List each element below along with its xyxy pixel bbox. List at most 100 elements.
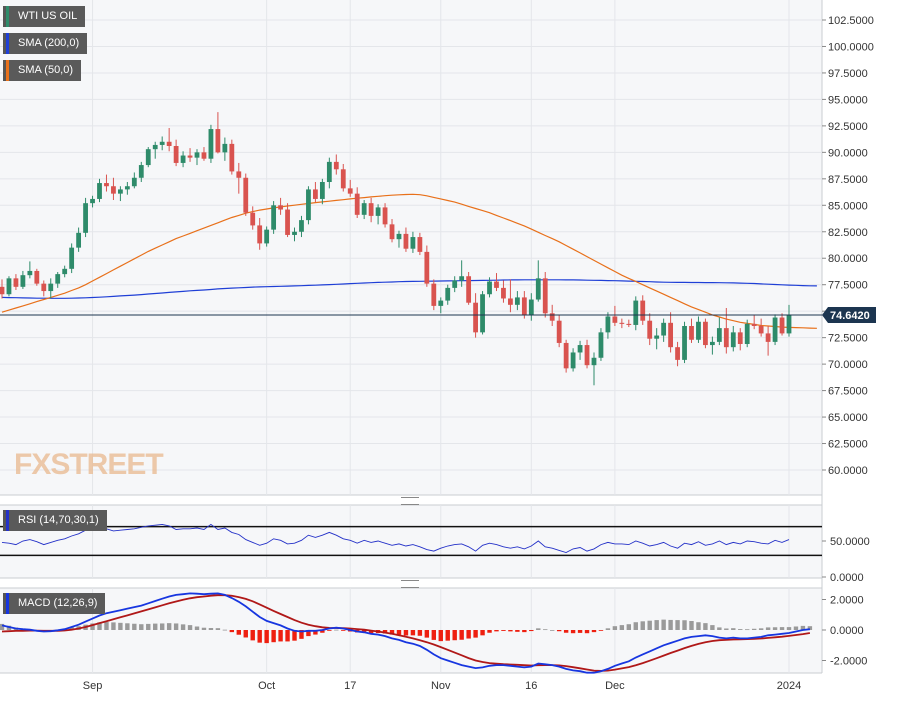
candle-body-up (138, 165, 144, 178)
candle-body-up (438, 300, 444, 306)
candle-body-up (452, 280, 458, 288)
candle-body-down (403, 233, 409, 249)
legend-macd-label: MACD (12,26,9) (18, 597, 98, 609)
macd-hist-bar-pos (689, 621, 694, 630)
macd-hist-bar-neg (271, 630, 276, 643)
candle-body-down (556, 320, 562, 343)
candle-body-up (633, 300, 639, 325)
candle-body-down (278, 205, 283, 210)
x-tick-label: 17 (344, 680, 356, 692)
candle-body-up (786, 314, 792, 334)
candle-body-down (333, 161, 339, 170)
macd-hist-bar-neg (320, 630, 325, 633)
candle-body-down (347, 188, 353, 194)
y-tick-label: 92.5000 (828, 121, 868, 133)
candle-body-up (27, 270, 33, 276)
candle-body-up (180, 155, 186, 163)
x-tick-label: Sep (83, 680, 103, 692)
macd-hist-bar-pos (779, 627, 785, 630)
macd-hist-bar-pos (647, 620, 652, 630)
macd-hist-bar-pos (97, 622, 102, 630)
legend-sma50[interactable]: SMA (50,0) (3, 60, 82, 81)
candle-body-up (194, 152, 200, 158)
y-tick-label: 65.0000 (828, 412, 868, 424)
legend-main-swatch (6, 6, 9, 27)
macd-hist-bar-neg (285, 630, 290, 642)
candle-body-up (208, 129, 214, 159)
candle-body-down (431, 283, 437, 306)
candle-body-up (145, 149, 151, 166)
rsi-line (1, 523, 790, 553)
macd-hist-bar-neg (508, 630, 513, 632)
legend-sma200[interactable]: SMA (200,0) (3, 33, 88, 54)
legend-sma200-swatch (6, 33, 9, 54)
candle-body-up (55, 274, 61, 284)
candle-body-down (417, 237, 423, 252)
legend-rsi[interactable]: RSI (14,70,30,1) (3, 510, 107, 531)
candle-body-up (76, 232, 82, 248)
candle-body-down (173, 146, 179, 163)
candle-body-up (535, 278, 541, 300)
rsi-pane-bg (0, 505, 822, 578)
candle-body-up (131, 177, 137, 187)
candle-body-down (758, 326, 764, 334)
candle-body-down (111, 186, 116, 194)
macd-hist-bar-pos (69, 627, 74, 630)
candle-body-down (549, 313, 555, 321)
candle-body-up (661, 322, 667, 336)
y-tick-label: 102.5000 (828, 15, 874, 27)
macd-hist-bar-neg (584, 630, 590, 634)
macd-hist-bar-neg (438, 630, 443, 642)
macd-hist-bar-pos (751, 628, 757, 630)
macd-hist-bar-neg (327, 630, 332, 631)
legend-rsi-swatch (6, 510, 9, 531)
candle-body-down (201, 152, 207, 159)
candle-body-up (62, 268, 68, 275)
candle-body-up (654, 335, 660, 339)
macd-hist-bar-pos (132, 623, 137, 630)
y-tick-label: 62.5000 (828, 439, 868, 451)
candle-body-down (285, 209, 290, 235)
macd-hist-bar-neg (515, 630, 520, 632)
candle-body-down (675, 347, 680, 360)
macd-hist-bar-neg (473, 630, 478, 638)
macd-y-tick-label: 0.0000 (830, 625, 864, 637)
candle-body-down (723, 328, 729, 348)
macd-hist-bar-neg (264, 630, 269, 644)
candle-body-down (382, 207, 388, 225)
candle-body-up (326, 161, 332, 182)
macd-hist-bar-pos (208, 628, 214, 630)
candle-body-up (772, 317, 778, 342)
macd-hist-bar-pos (605, 628, 611, 630)
legend-main[interactable]: WTI US OIL (3, 6, 86, 27)
macd-hist-bar-neg (368, 630, 374, 634)
candle-body-up (69, 247, 75, 269)
candle-body-down (340, 169, 346, 189)
macd-hist-bar-neg (313, 630, 318, 635)
candle-body-up (716, 328, 722, 342)
macd-hist-bar-neg (431, 630, 437, 640)
candle-body-up (319, 182, 325, 199)
macd-hist-bar-pos (724, 628, 729, 630)
macd-hist-bar-neg (410, 630, 416, 636)
macd-hist-bar-pos (772, 627, 778, 630)
sma200-layer (1, 279, 817, 299)
pane-resize-handle-rsi[interactable] (401, 497, 419, 505)
macd-hist-bar-neg (494, 630, 499, 632)
candle-body-up (459, 276, 465, 281)
candle-body-down (13, 278, 19, 287)
macd-hist-bar-pos (104, 622, 109, 630)
macd-hist-bar-neg (480, 630, 485, 636)
current-price-label: 74.6420 (830, 310, 870, 322)
macd-hist-bar-pos (758, 628, 764, 630)
macd-hist-bar-pos (612, 626, 618, 630)
candle-body-up (528, 299, 534, 316)
pane-resize-handle-macd[interactable] (401, 580, 419, 588)
x-tick-label: 16 (525, 680, 537, 692)
macd-hist-bar-pos (543, 629, 548, 631)
macd-hist-bar-pos (536, 628, 541, 630)
y-tick-label: 77.5000 (828, 280, 868, 292)
legend-macd[interactable]: MACD (12,26,9) (3, 593, 106, 614)
macd-hist-bar-neg (403, 630, 409, 636)
